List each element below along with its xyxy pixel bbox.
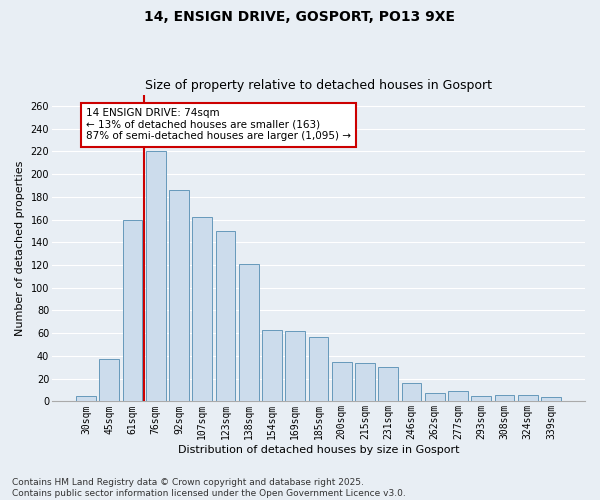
Bar: [76, 396, 96, 402]
Bar: [471, 396, 491, 402]
Bar: [122, 220, 142, 402]
Y-axis label: Number of detached properties: Number of detached properties: [15, 160, 25, 336]
Text: Contains HM Land Registry data © Crown copyright and database right 2025.
Contai: Contains HM Land Registry data © Crown c…: [12, 478, 406, 498]
Bar: [286, 331, 305, 402]
Bar: [541, 397, 561, 402]
Bar: [169, 190, 189, 402]
Bar: [100, 360, 119, 402]
Bar: [425, 394, 445, 402]
Title: Size of property relative to detached houses in Gosport: Size of property relative to detached ho…: [145, 79, 492, 92]
Bar: [448, 391, 468, 402]
Bar: [146, 152, 166, 402]
Text: 14, ENSIGN DRIVE, GOSPORT, PO13 9XE: 14, ENSIGN DRIVE, GOSPORT, PO13 9XE: [145, 10, 455, 24]
Bar: [262, 330, 282, 402]
Bar: [239, 264, 259, 402]
Bar: [332, 362, 352, 402]
Bar: [379, 368, 398, 402]
Bar: [215, 231, 235, 402]
Bar: [308, 336, 328, 402]
Bar: [193, 218, 212, 402]
X-axis label: Distribution of detached houses by size in Gosport: Distribution of detached houses by size …: [178, 445, 459, 455]
Bar: [355, 363, 375, 402]
Text: 14 ENSIGN DRIVE: 74sqm
← 13% of detached houses are smaller (163)
87% of semi-de: 14 ENSIGN DRIVE: 74sqm ← 13% of detached…: [86, 108, 351, 142]
Bar: [401, 383, 421, 402]
Bar: [518, 394, 538, 402]
Bar: [494, 394, 514, 402]
